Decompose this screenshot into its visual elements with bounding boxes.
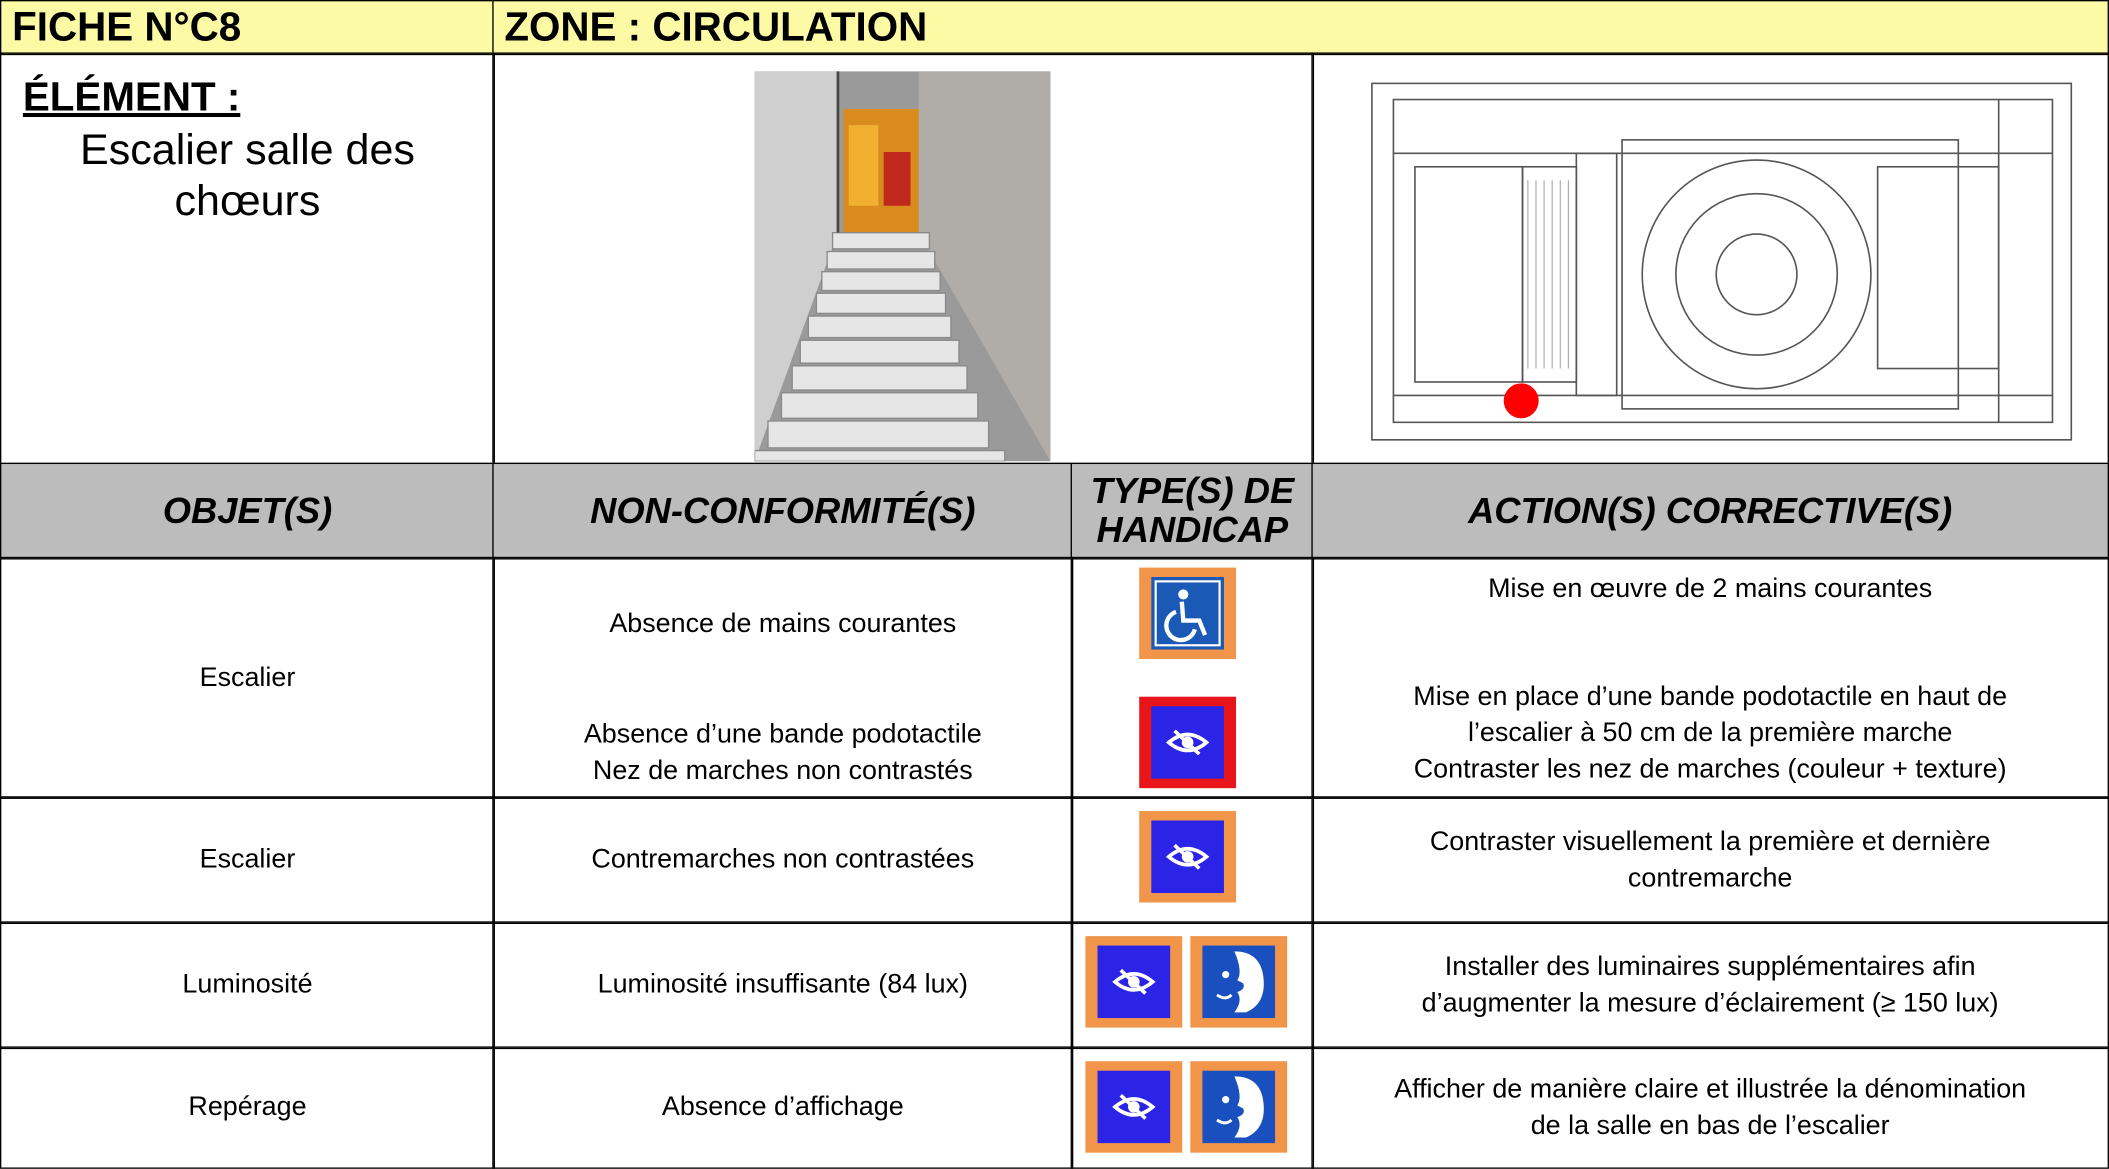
action-line: Afficher de manière claire et illustrée … — [1394, 1073, 2027, 1104]
photo-cell — [492, 52, 1315, 466]
objet-text: Escalier — [199, 662, 296, 693]
objet-text: Luminosité — [182, 969, 313, 1000]
action-line: Contraster visuellement la première et d… — [1429, 826, 1991, 857]
stair-photo — [754, 71, 1051, 462]
action-line: Mise en place d’une bande podotactile en… — [1413, 681, 2008, 712]
action-cell: Afficher de manière claire et illustrée … — [1311, 1046, 2109, 1169]
nonconformite-line: Absence de mains courantes — [609, 609, 957, 639]
fiche-number: FICHE N°C8 — [12, 4, 242, 50]
column-header: OBJET(S) — [0, 462, 495, 560]
visual-handicap-icon — [1139, 811, 1237, 903]
action-line: contremarche — [1627, 862, 1793, 893]
column-header-text: TYPE(S) DE HANDICAP — [1090, 470, 1295, 551]
objet-text: Repérage — [188, 1092, 307, 1122]
nonconformite-group: Absence d’une bande podotactile Nez de ma… — [494, 717, 1072, 790]
column-header: TYPE(S) DE HANDICAP — [1070, 462, 1315, 560]
handicap-cell — [1070, 1046, 1315, 1169]
column-header-text: ACTION(S) CORRECTIVE(S) — [1468, 490, 1953, 531]
handicap-cell — [1070, 556, 1315, 799]
visual-handicap-icon — [1139, 696, 1237, 789]
column-header-text: OBJET(S) — [162, 490, 333, 531]
objet-text: Escalier — [199, 844, 296, 875]
nonconformite-cell: Absence de mains courantes Absence d’une… — [492, 556, 1074, 799]
objet-cell: Escalier — [0, 796, 495, 925]
objet-cell: Luminosité — [0, 921, 495, 1050]
action-group: Mise en œuvre de 2 mains courantes — [1313, 572, 2108, 608]
visual-handicap-icon — [1085, 1061, 1183, 1153]
zone-cell: ZONE : CIRCULATION — [492, 0, 2109, 56]
nonconformite-line: Luminosité insuffisante (84 lux) — [597, 969, 968, 1000]
action-line: l’escalier à 50 cm de la première marche — [1467, 718, 1953, 748]
element-name-line: chœurs — [174, 176, 321, 225]
nonconformite-group: Absence de mains courantes — [494, 607, 1072, 643]
action-line: d’augmenter la mesure d’éclairement (≥ 1… — [1421, 987, 1999, 1018]
nonconformite-line: Contremarches non contrastées — [591, 844, 975, 875]
action-cell: Mise en œuvre de 2 mains courantes Mise … — [1311, 556, 2109, 799]
floor-plan — [1371, 82, 2073, 441]
action-cell: Contraster visuellement la première et d… — [1311, 796, 2109, 925]
column-header: ACTION(S) CORRECTIVE(S) — [1311, 462, 2109, 560]
action-group: Mise en place d’une bande podotactile en… — [1313, 679, 2108, 788]
nonconformite-cell: Contremarches non contrastées — [492, 796, 1074, 925]
visual-handicap-icon — [1085, 936, 1183, 1028]
action-cell: Installer des luminaires supplémentaires… — [1311, 921, 2109, 1050]
column-header: NON-CONFORMITÉ(S) — [492, 462, 1074, 560]
plan-cell — [1311, 52, 2109, 466]
objet-cell: Escalier — [0, 556, 495, 799]
zone-title: ZONE : CIRCULATION — [504, 4, 928, 50]
motor-handicap-icon — [1139, 567, 1237, 660]
column-header-text: NON-CONFORMITÉ(S) — [590, 490, 976, 531]
handicap-cell — [1070, 796, 1315, 925]
action-line: Installer des luminaires supplémentaires… — [1444, 951, 1976, 982]
action-line: Mise en œuvre de 2 mains courantes — [1488, 574, 1933, 604]
location-dot — [1503, 383, 1539, 419]
nonconformite-cell: Luminosité insuffisante (84 lux) — [492, 921, 1074, 1050]
action-line: de la salle en bas de l’escalier — [1530, 1110, 1890, 1140]
cognitive-handicap-icon — [1190, 1061, 1288, 1153]
nonconformite-line: Absence d’affichage — [661, 1092, 904, 1122]
cognitive-handicap-icon — [1190, 936, 1288, 1028]
element-label: ÉLÉMENT : — [22, 75, 241, 120]
nonconformite-cell: Absence d’affichage — [492, 1046, 1074, 1169]
fiche-cell: FICHE N°C8 — [0, 0, 495, 56]
element-name-line: Escalier salle des — [80, 125, 415, 174]
nonconformite-line: Nez de marches non contrastés — [592, 755, 973, 786]
element-cell: ÉLÉMENT : Escalier salle des chœurs — [0, 52, 495, 466]
action-line: Contraster les nez de marches (couleur +… — [1413, 754, 2007, 785]
objet-cell: Repérage — [0, 1046, 495, 1169]
nonconformite-line: Absence d’une bande podotactile — [583, 719, 982, 750]
handicap-cell — [1070, 921, 1315, 1050]
